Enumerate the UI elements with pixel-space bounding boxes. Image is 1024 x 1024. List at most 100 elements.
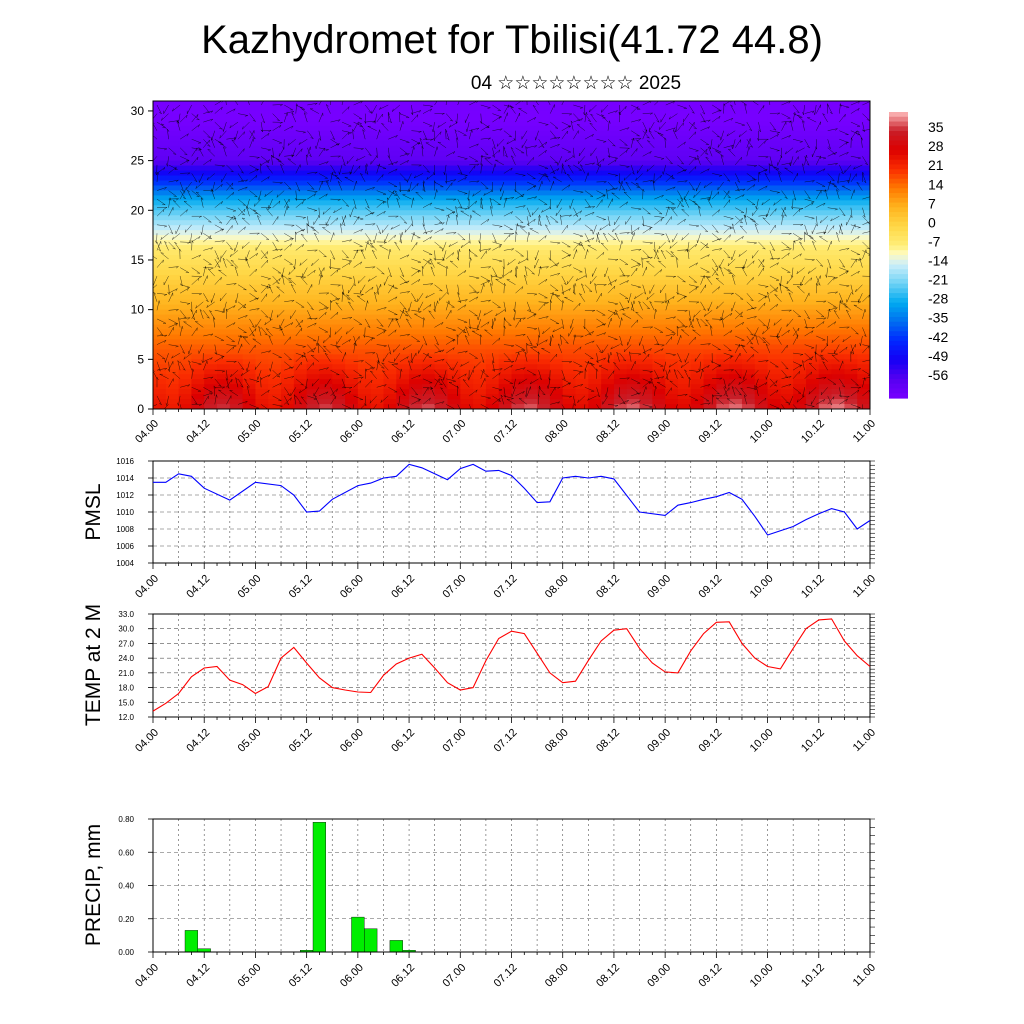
temperature-cell	[793, 324, 807, 331]
temperature-cell	[319, 259, 333, 266]
temperature-cell	[370, 155, 385, 162]
temperature-cell	[153, 195, 167, 201]
temperature-cell	[537, 150, 551, 157]
temperature-cell	[447, 374, 461, 380]
temperature-cell	[217, 235, 231, 241]
temperature-cell	[165, 245, 180, 251]
temperature-cell	[357, 279, 372, 286]
temperature-cell	[229, 339, 244, 346]
temperature-cell	[613, 354, 628, 360]
temperature-cell	[319, 379, 333, 385]
temperature-cell	[242, 175, 257, 182]
temperature-cell	[357, 130, 372, 137]
temperature-cell	[281, 250, 295, 256]
temperature-cell	[665, 240, 679, 246]
temperature-cell	[716, 269, 730, 276]
temperature-cell	[857, 314, 870, 321]
temperature-cell	[805, 101, 820, 107]
temperature-cell	[844, 354, 858, 360]
temperature-cell	[677, 344, 692, 350]
temperature-cell	[677, 185, 692, 192]
precip-bar	[351, 916, 365, 953]
colorbar-segment	[889, 340, 908, 347]
temperature-cell	[716, 225, 730, 231]
temperature-cell	[652, 299, 666, 306]
temperature-cell	[485, 245, 500, 251]
temperature-cell	[383, 105, 397, 112]
temperature-cell	[345, 245, 359, 251]
temperature-cell	[217, 200, 231, 206]
temperature-cell	[447, 175, 461, 182]
temperature-cell	[293, 294, 308, 301]
temperature-cell	[575, 155, 589, 162]
temperature-cell	[780, 364, 794, 370]
temperature-cell	[460, 299, 474, 306]
temperature-cell	[293, 304, 308, 311]
temperature-cell	[498, 215, 513, 221]
temperature-cell	[293, 175, 308, 182]
temperature-cell	[588, 319, 602, 326]
temperature-cell	[485, 334, 500, 341]
temperature-cell	[537, 354, 551, 360]
temperature-cell	[537, 135, 551, 142]
temperature-cell	[562, 135, 577, 142]
temperature-cell	[319, 274, 333, 281]
colorbar-segment	[889, 345, 908, 351]
temperature-cell	[780, 245, 794, 251]
temperature-cell	[485, 220, 500, 226]
temperature-cell	[460, 255, 474, 261]
temperature-cell	[549, 210, 564, 216]
colorbar-segment	[889, 350, 908, 356]
temperature-cell	[537, 324, 551, 331]
colorbar-segment	[889, 393, 908, 399]
temperature-cell	[281, 140, 295, 147]
temperature-cell	[857, 349, 870, 355]
temperature-cell	[690, 324, 705, 331]
temperature-cell	[639, 160, 653, 167]
temperature-cell	[396, 374, 410, 380]
temperature-cell	[306, 215, 321, 221]
temperature-cell	[153, 399, 167, 405]
colorbar-label: -21	[928, 272, 948, 288]
y-tick-label: 27.0	[118, 639, 134, 648]
temperature-cell	[690, 319, 705, 326]
temperature-cell	[729, 250, 743, 256]
x-tick-label: 07.00	[440, 962, 468, 990]
temperature-cell	[639, 175, 653, 182]
temperature-cell	[204, 120, 218, 127]
temperature-cell	[421, 344, 436, 350]
temperature-cell	[357, 220, 372, 226]
temperature-cell	[793, 130, 807, 137]
temperature-cell	[857, 404, 870, 409]
temperature-cell	[165, 125, 180, 132]
temperature-cell	[857, 369, 870, 375]
temperature-cell	[242, 235, 257, 241]
temperature-cell	[204, 354, 218, 360]
temperature-cell	[421, 299, 436, 306]
temperature-cell	[421, 155, 436, 162]
temperature-cell	[165, 264, 180, 271]
temperature-cell	[805, 190, 820, 196]
temperature-cell	[498, 259, 513, 266]
temperature-cell	[319, 289, 333, 296]
temperature-cell	[613, 205, 628, 211]
temperature-cell	[626, 130, 641, 137]
temperature-cell	[818, 190, 833, 196]
temperature-cell	[665, 145, 679, 152]
temperature-cell	[191, 125, 205, 132]
temperature-cell	[601, 175, 615, 182]
temperature-cell	[229, 230, 244, 236]
temperature-cell	[831, 150, 845, 157]
temperature-cell	[447, 284, 461, 291]
temperature-cell	[537, 374, 551, 380]
temperature-cell	[345, 180, 359, 187]
temperature-cell	[396, 135, 410, 142]
temperature-cell	[665, 180, 679, 187]
temperature-cell	[409, 140, 423, 147]
temperature-cell	[460, 205, 474, 211]
temperature-cell	[562, 279, 577, 286]
temperature-cell	[601, 135, 615, 142]
temperature-cell	[409, 190, 423, 196]
temperature-cell	[191, 359, 205, 365]
temperature-cell	[319, 374, 333, 380]
